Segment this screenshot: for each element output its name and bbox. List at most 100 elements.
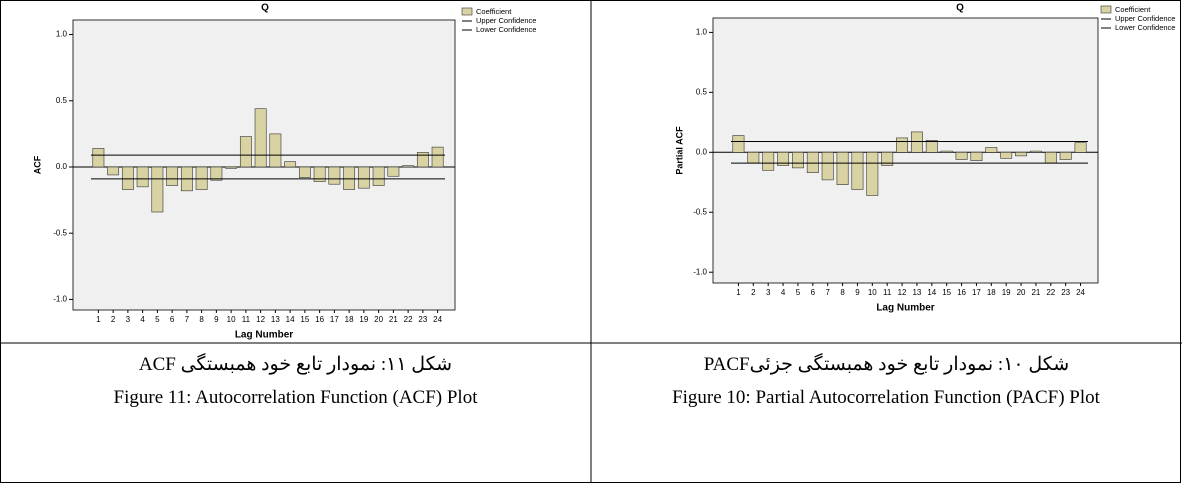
x-tick-label: 15 [942, 288, 951, 297]
x-tick-label: 11 [883, 288, 892, 297]
legend-label: Upper Confidence [476, 16, 536, 25]
x-tick-label: 5 [796, 288, 801, 297]
bar [284, 161, 297, 168]
bar [777, 151, 790, 166]
y-tick-label: 1.0 [56, 30, 68, 39]
bar [910, 131, 923, 153]
x-tick-label: 17 [972, 288, 981, 297]
y-tick-label: 0.0 [56, 162, 68, 171]
bar [1015, 151, 1028, 157]
bar [896, 137, 909, 153]
bar [298, 166, 311, 178]
y-tick-label: -0.5 [53, 228, 67, 237]
bar [806, 151, 819, 173]
x-tick-label: 3 [126, 315, 131, 324]
legend-label: Coefficient [476, 7, 512, 16]
bar [747, 151, 760, 164]
y-tick-label: -0.5 [693, 207, 707, 216]
x-tick-label: 22 [1046, 288, 1055, 297]
x-tick-label: 8 [840, 288, 845, 297]
bar [166, 166, 179, 186]
x-tick-label: 12 [256, 315, 265, 324]
x-tick-label: 17 [330, 315, 339, 324]
bar [225, 166, 238, 169]
y-tick-label: 0.0 [696, 147, 708, 156]
x-tick-label: 23 [1061, 288, 1070, 297]
x-tick-label: 5 [155, 315, 160, 324]
x-tick-label: 23 [418, 315, 427, 324]
y-tick-label: 0.5 [696, 87, 708, 96]
bar [402, 165, 415, 168]
x-tick-label: 2 [111, 315, 116, 324]
bar [343, 166, 356, 190]
chart-title: Q [261, 3, 269, 14]
legend-swatch [1100, 5, 1112, 14]
bar [1044, 151, 1057, 164]
x-tick-label: 1 [96, 315, 101, 324]
x-tick-label: 8 [199, 315, 204, 324]
x-tick-label: 16 [957, 288, 966, 297]
bar [431, 146, 444, 168]
bar [387, 166, 400, 177]
legend-label: Lower Confidence [1115, 23, 1175, 32]
bar [955, 151, 968, 160]
y-tick-label: 0.5 [56, 96, 68, 105]
x-tick-label: 21 [389, 315, 398, 324]
x-tick-label: 9 [855, 288, 860, 297]
x-tick-label: 16 [315, 315, 324, 324]
x-tick-label: 20 [374, 315, 383, 324]
y-tick-label: -1.0 [53, 295, 67, 304]
legend-label: Upper Confidence [1115, 14, 1175, 23]
x-tick-label: 13 [271, 315, 280, 324]
bar [136, 166, 149, 188]
bar [254, 108, 267, 168]
x-tick-label: 13 [912, 288, 921, 297]
y-axis-label: Partial ACF [674, 126, 684, 175]
bar [121, 166, 134, 190]
x-axis-label: Lag Number [876, 303, 934, 314]
caption-fa: شکل ۱۰: نمودار تابع خود همبستگی جزئیPACF [703, 354, 1070, 375]
x-tick-label: 20 [1017, 288, 1026, 297]
bar [881, 151, 894, 166]
bar [195, 166, 208, 190]
x-tick-label: 6 [811, 288, 816, 297]
x-tick-label: 7 [185, 315, 190, 324]
x-tick-label: 9 [214, 315, 219, 324]
caption-en: Figure 10: Partial Autocorrelation Funct… [672, 387, 1100, 408]
bar [328, 166, 341, 185]
bar [1000, 151, 1013, 159]
x-tick-label: 4 [781, 288, 786, 297]
x-tick-label: 18 [345, 315, 354, 324]
x-tick-label: 12 [898, 288, 907, 297]
bar [791, 151, 804, 169]
x-tick-label: 24 [433, 315, 442, 324]
legend-swatch [461, 7, 473, 16]
x-tick-label: 4 [140, 315, 145, 324]
bar [151, 166, 164, 213]
x-tick-label: 14 [286, 315, 295, 324]
bar [92, 148, 105, 168]
bar [1029, 150, 1042, 153]
bar [357, 166, 370, 189]
x-tick-label: 1 [736, 288, 741, 297]
bar [836, 151, 849, 185]
bar [269, 133, 282, 168]
bar [107, 166, 120, 176]
bar [866, 151, 879, 196]
bar [210, 166, 223, 181]
x-tick-label: 21 [1031, 288, 1040, 297]
y-tick-label: 1.0 [696, 27, 708, 36]
bar [970, 151, 983, 161]
x-tick-label: 19 [1002, 288, 1011, 297]
x-tick-label: 24 [1076, 288, 1085, 297]
bar [925, 140, 938, 153]
y-axis-label: ACF [32, 155, 42, 174]
x-tick-label: 18 [987, 288, 996, 297]
legend-label: Lower Confidence [476, 25, 536, 34]
x-tick-label: 15 [300, 315, 309, 324]
bar [239, 136, 252, 168]
bar [940, 150, 953, 153]
bar [851, 151, 864, 190]
